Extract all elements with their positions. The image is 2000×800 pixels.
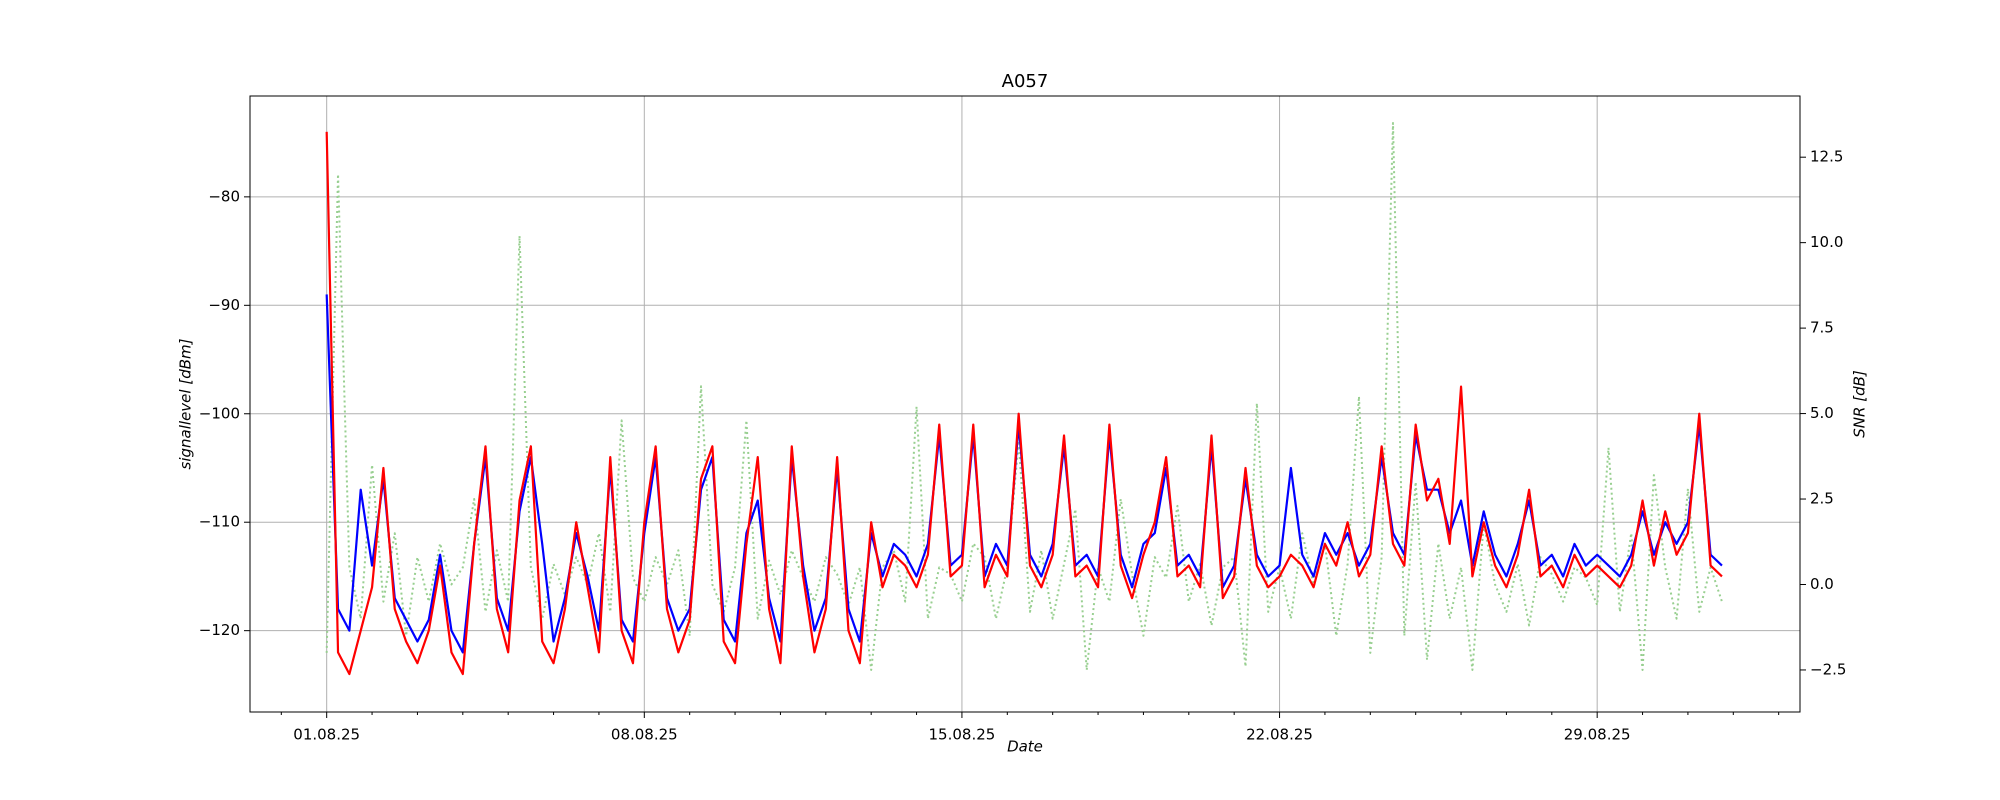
- y2-tick-label: 2.5: [1810, 490, 1834, 508]
- x-axis-label: Date: [1007, 738, 1043, 756]
- y2-tick-label: 12.5: [1810, 148, 1843, 166]
- y-axis-label: signallevel [dBm]: [177, 338, 195, 469]
- y2-axis-label: SNR [dB]: [1851, 370, 1869, 438]
- x-tick-label: 01.08.25: [293, 726, 360, 744]
- y-tick-label: −120: [199, 621, 240, 639]
- series-line: [325, 294, 1723, 654]
- y-tick-label: −100: [199, 404, 240, 422]
- y-tick-label: −90: [208, 296, 240, 314]
- series-line: [325, 122, 1723, 671]
- x-tick-label: 08.08.25: [611, 726, 678, 744]
- y2-tick-label: 7.5: [1810, 319, 1834, 337]
- series-line: [325, 131, 1723, 676]
- y2-tick-label: 5.0: [1810, 404, 1834, 422]
- y2-tick-label: 0.0: [1810, 575, 1834, 593]
- plot-frame: [249, 95, 1801, 713]
- x-tick-label: 15.08.25: [929, 726, 996, 744]
- x-tick-label: 29.08.25: [1564, 726, 1631, 744]
- y-tick-label: −110: [199, 513, 240, 531]
- x-tick-label: 22.08.25: [1246, 726, 1313, 744]
- y2-tick-label: 10.0: [1810, 233, 1843, 251]
- y-tick-label: −80: [208, 187, 240, 205]
- chart-title: A057: [1002, 71, 1049, 92]
- y2-tick-label: −2.5: [1810, 660, 1846, 678]
